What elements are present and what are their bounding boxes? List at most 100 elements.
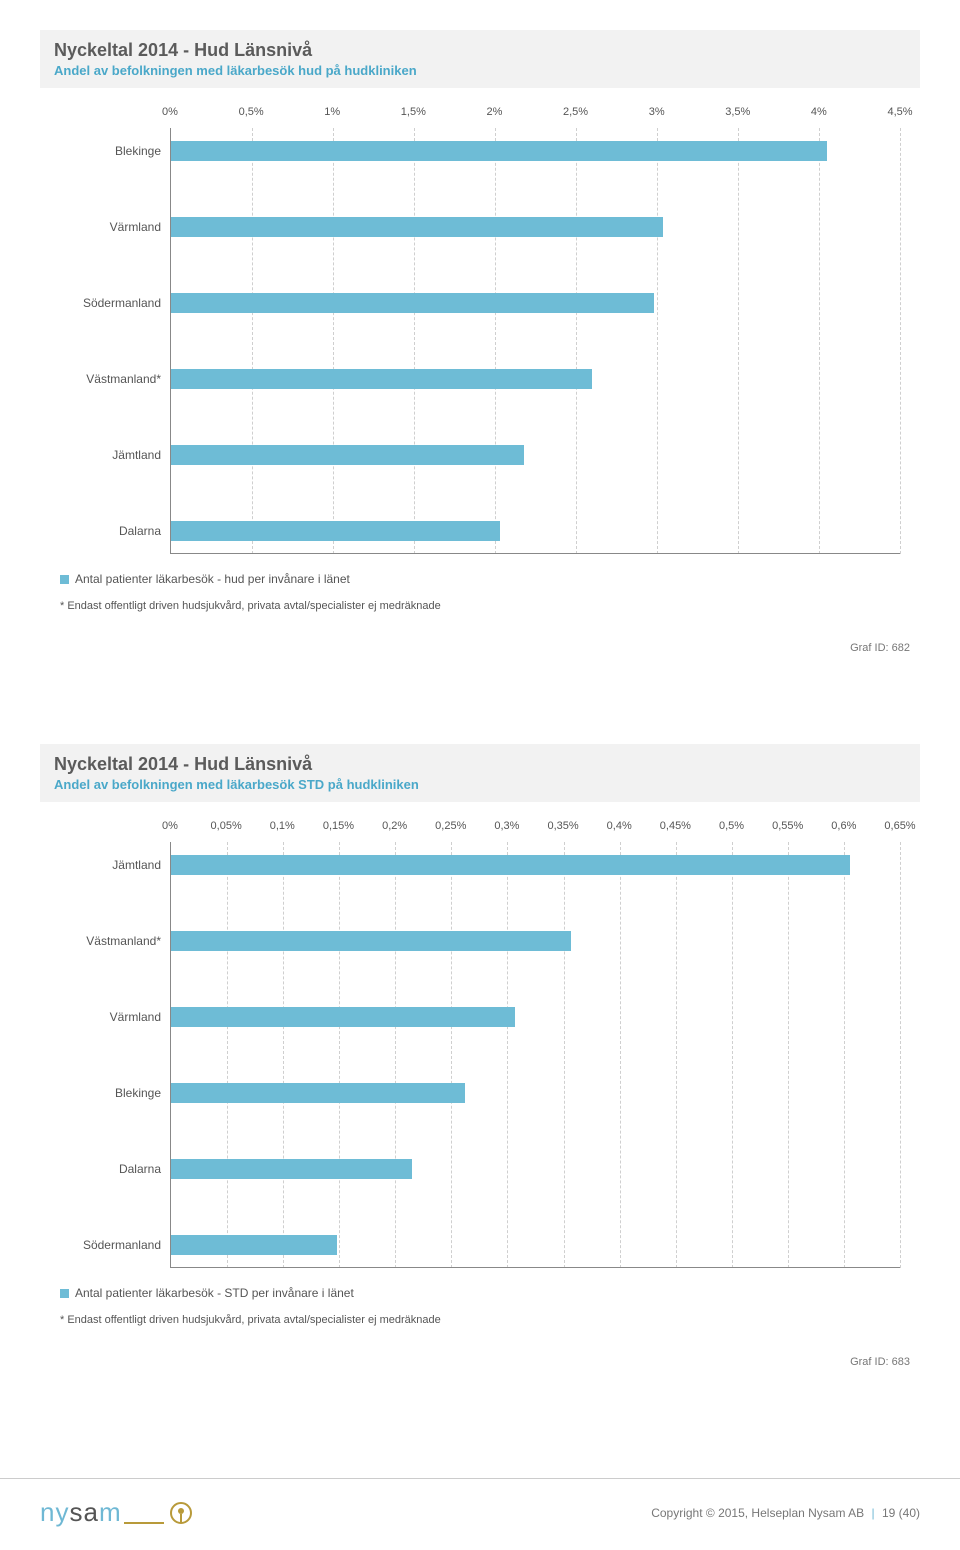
gridline — [819, 128, 820, 554]
y-label: Jämtland — [33, 448, 161, 462]
bar — [171, 141, 827, 161]
chart-1-plot-area: 0%0,5%1%1,5%2%2,5%3%3,5%4%4,5% BlekingeV… — [170, 106, 900, 554]
bar-row: Jämtland — [171, 432, 900, 478]
bar — [171, 369, 592, 389]
y-label: Västmanland* — [33, 934, 161, 948]
gridline — [900, 128, 901, 554]
x-tick-label: 0,5% — [239, 106, 264, 118]
x-tick-label: 0,45% — [660, 820, 691, 832]
bar-row: Dalarna — [171, 508, 900, 554]
gridline — [414, 128, 415, 554]
y-label: Dalarna — [33, 1162, 161, 1176]
chart-2: Nyckeltal 2014 - Hud Länsnivå Andel av b… — [40, 744, 920, 1368]
y-label: Dalarna — [33, 524, 161, 538]
gridline — [788, 842, 789, 1268]
logo-key-icon — [170, 1502, 192, 1524]
chart-2-header: Nyckeltal 2014 - Hud Länsnivå Andel av b… — [40, 744, 920, 802]
chart-1-subtitle: Andel av befolkningen med läkarbesök hud… — [54, 63, 906, 78]
y-label: Blekinge — [33, 1086, 161, 1100]
x-tick-label: 0,25% — [435, 820, 466, 832]
y-label: Värmland — [33, 1010, 161, 1024]
legend-swatch-icon — [60, 575, 69, 584]
y-label: Värmland — [33, 220, 161, 234]
gridline — [900, 842, 901, 1268]
bar — [171, 445, 524, 465]
chart-2-plot: JämtlandVästmanland*VärmlandBlekingeDala… — [170, 842, 900, 1268]
separator-icon: | — [872, 1506, 875, 1520]
logo: nysam — [40, 1497, 192, 1528]
bar — [171, 1083, 465, 1103]
bar — [171, 293, 654, 313]
logo-part-1: ny — [40, 1497, 69, 1527]
gridline — [395, 842, 396, 1268]
bar — [171, 1007, 515, 1027]
x-tick-label: 0,05% — [211, 820, 242, 832]
copyright-text: Copyright © 2015, Helseplan Nysam AB — [651, 1506, 864, 1520]
chart-1-graf-id: Graf ID: 682 — [40, 642, 910, 654]
gridline — [495, 128, 496, 554]
gridline — [576, 128, 577, 554]
x-tick-label: 0,3% — [494, 820, 519, 832]
gridline — [564, 842, 565, 1268]
gridline — [283, 842, 284, 1268]
bar — [171, 1159, 412, 1179]
chart-2-graf-id: Graf ID: 683 — [40, 1356, 910, 1368]
x-tick-label: 0% — [162, 820, 178, 832]
logo-part-2: sa — [69, 1497, 98, 1527]
gridline — [339, 842, 340, 1268]
bar — [171, 217, 663, 237]
bar — [171, 521, 500, 541]
page-number: 19 (40) — [882, 1506, 920, 1520]
y-label: Västmanland* — [33, 372, 161, 386]
page-footer: nysam Copyright © 2015, Helseplan Nysam … — [0, 1478, 960, 1550]
y-label: Blekinge — [33, 144, 161, 158]
bar-row: Blekinge — [171, 128, 900, 174]
chart-1: Nyckeltal 2014 - Hud Länsnivå Andel av b… — [40, 30, 920, 654]
chart-1-legend-label: Antal patienter läkarbesök - hud per inv… — [75, 572, 350, 586]
bar-row: Värmland — [171, 994, 900, 1040]
copyright: Copyright © 2015, Helseplan Nysam AB | 1… — [651, 1506, 920, 1520]
bar-row: Västmanland* — [171, 918, 900, 964]
bar-row: Jämtland — [171, 842, 900, 888]
bar-row: Södermanland — [171, 280, 900, 326]
x-tick-label: 0,35% — [547, 820, 578, 832]
gridline — [844, 842, 845, 1268]
chart-2-legend: Antal patienter läkarbesök - STD per inv… — [60, 1286, 920, 1300]
gridline — [620, 842, 621, 1268]
gridline — [252, 128, 253, 554]
x-tick-label: 0,5% — [719, 820, 744, 832]
bar-row: Västmanland* — [171, 356, 900, 402]
logo-part-3: m — [99, 1497, 122, 1527]
x-tick-label: 4% — [811, 106, 827, 118]
gridline — [657, 128, 658, 554]
chart-2-title: Nyckeltal 2014 - Hud Länsnivå — [54, 754, 906, 775]
x-tick-label: 0,55% — [772, 820, 803, 832]
x-tick-label: 0,2% — [382, 820, 407, 832]
gridline — [333, 128, 334, 554]
chart-1-x-axis: 0%0,5%1%1,5%2%2,5%3%3,5%4%4,5% — [170, 106, 900, 128]
gridline — [738, 128, 739, 554]
chart-1-footnote: * Endast offentligt driven hudsjukvård, … — [60, 600, 920, 612]
x-tick-label: 4,5% — [887, 106, 912, 118]
bar — [171, 855, 850, 875]
chart-2-subtitle: Andel av befolkningen med läkarbesök STD… — [54, 777, 906, 792]
y-label: Södermanland — [33, 1238, 161, 1252]
gridline — [507, 842, 508, 1268]
y-label: Jämtland — [33, 858, 161, 872]
x-tick-label: 2,5% — [563, 106, 588, 118]
x-tick-label: 3% — [649, 106, 665, 118]
x-tick-label: 3,5% — [725, 106, 750, 118]
y-label: Södermanland — [33, 296, 161, 310]
x-tick-label: 0,1% — [270, 820, 295, 832]
x-tick-label: 0,6% — [831, 820, 856, 832]
bar-row: Värmland — [171, 204, 900, 250]
gridline — [227, 842, 228, 1268]
gridline — [451, 842, 452, 1268]
x-tick-label: 0,15% — [323, 820, 354, 832]
chart-1-legend: Antal patienter läkarbesök - hud per inv… — [60, 572, 920, 586]
chart-2-legend-label: Antal patienter läkarbesök - STD per inv… — [75, 1286, 354, 1300]
chart-1-header: Nyckeltal 2014 - Hud Länsnivå Andel av b… — [40, 30, 920, 88]
chart-2-plot-area: 0%0,05%0,1%0,15%0,2%0,25%0,3%0,35%0,4%0,… — [170, 820, 900, 1268]
logo-underline-icon — [124, 1522, 164, 1524]
bar-row: Dalarna — [171, 1146, 900, 1192]
